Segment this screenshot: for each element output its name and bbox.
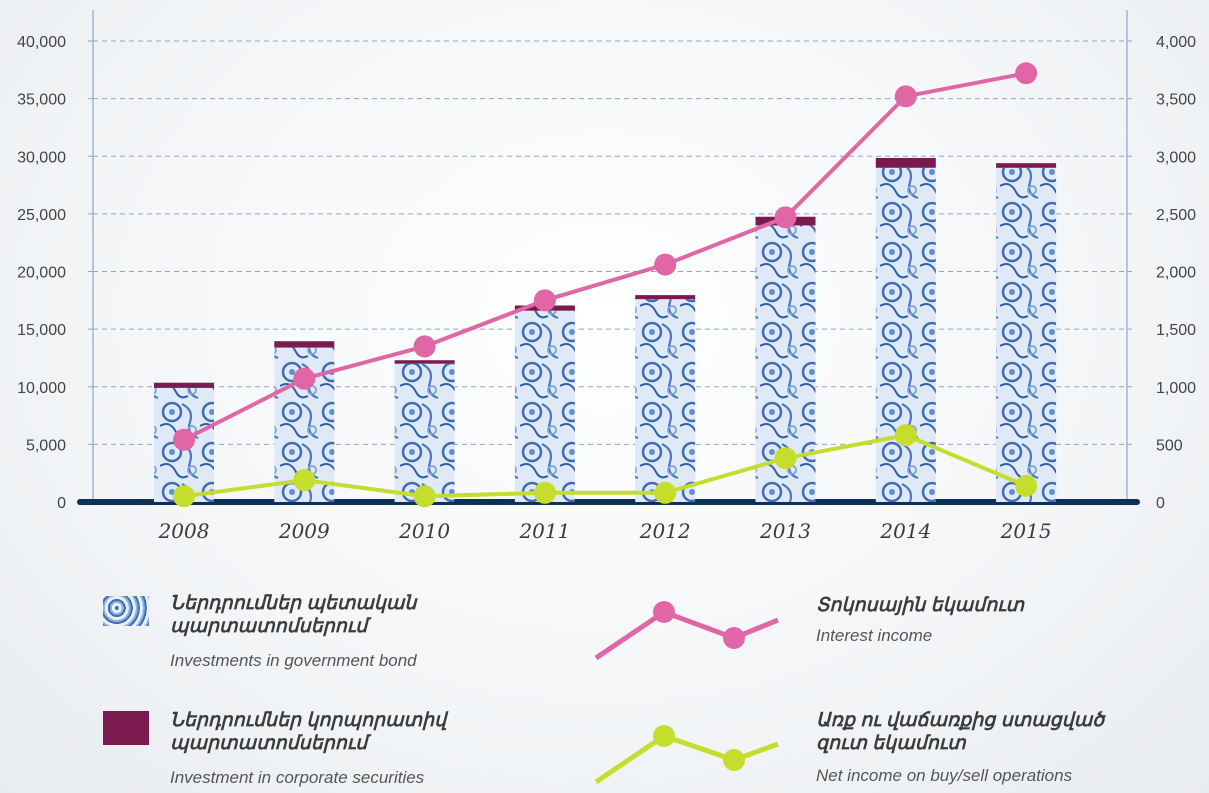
legend-swatch-corporate-securities — [103, 711, 149, 745]
left-axis-tick-label: 25,000 — [17, 207, 66, 224]
x-axis-year-label: 2008 — [158, 519, 210, 543]
left-axis-tick-label: 20,000 — [17, 265, 66, 282]
right-axis-tick-label: 4,000 — [1156, 34, 1196, 51]
interest-income-point — [173, 428, 195, 451]
left-axis-tick-label: 40,000 — [17, 34, 66, 51]
bar-corporate-securities — [996, 163, 1057, 168]
legend-interest-line — [594, 609, 779, 661]
right-axis-tick-label: 1,000 — [1156, 380, 1196, 397]
bar-corporate-securities — [154, 382, 214, 388]
legend-net-marker — [723, 749, 745, 771]
right-axis-tick-label: 0 — [1156, 495, 1165, 512]
interest-income-point — [654, 253, 677, 276]
grid-lines — [93, 40, 1127, 445]
bar-government-bond — [394, 363, 455, 502]
interest-income-point — [1015, 62, 1038, 85]
legend-title-net-income: Առք ու վաճառքից ստացված զուտ եկամուտ — [816, 710, 1105, 754]
left-axis-tick-label: 10,000 — [17, 380, 66, 397]
legend-title-corporate-securities: Ներդրումներ կորպորատիվ պարտատոմսերում — [170, 710, 447, 754]
left-axis-tick-label: 15,000 — [17, 322, 66, 339]
bar-corporate-securities — [394, 360, 455, 364]
bar-corporate-securities — [274, 341, 335, 348]
bar-government-bond — [635, 299, 696, 502]
net-income-point — [533, 481, 556, 504]
left-axis-tick-label: 35,000 — [17, 92, 66, 109]
interest-income-point — [413, 335, 436, 358]
interest-income-point — [293, 367, 316, 390]
interest-income-point — [774, 206, 797, 229]
legend-interest-marker — [653, 601, 675, 623]
net-income-point — [1015, 474, 1038, 497]
left-axis-tick-label: 5,000 — [26, 437, 66, 454]
left-axis-tick-label: 0 — [57, 495, 66, 512]
x-axis-year-label: 2009 — [278, 519, 330, 543]
right-axis-tick-label: 2,500 — [1156, 207, 1196, 224]
bar-corporate-securities — [635, 295, 696, 300]
x-axis-year-label: 2014 — [879, 519, 931, 543]
left-axis-tick-label: 30,000 — [17, 149, 66, 166]
interest-income-line — [183, 71, 1027, 442]
right-axis-tick-label: 3,500 — [1156, 92, 1196, 109]
legend-net-marker — [653, 725, 675, 747]
net-income-point — [894, 424, 917, 447]
legend-line-net-income — [594, 725, 779, 785]
legend-line-interest-income — [594, 601, 779, 661]
legend-subtitle-corporate-securities: Investment in corporate securities — [170, 768, 425, 787]
net-income-line — [183, 433, 1027, 499]
axes — [77, 10, 1140, 505]
right-axis-tick-label: 2,000 — [1156, 265, 1196, 282]
x-axis-year-label: 2010 — [398, 519, 450, 543]
right-axis-tick-label: 3,000 — [1156, 149, 1196, 166]
net-income-point — [654, 481, 677, 504]
legend-swatch-government-bond — [103, 596, 149, 626]
net-income-point — [774, 447, 797, 470]
legend-interest-marker — [723, 627, 745, 649]
right-axis-tick-label: 500 — [1156, 437, 1183, 454]
interest-income-point — [894, 85, 917, 108]
bar-government-bond — [875, 167, 936, 502]
bar-corporate-securities — [875, 157, 936, 168]
net-income-point — [293, 469, 316, 492]
legend-subtitle-government-bond: Investments in government bond — [170, 651, 417, 670]
right-axis-tick-label: 1,500 — [1156, 322, 1196, 339]
interest-income-point — [533, 289, 556, 312]
legend-net-line — [594, 733, 779, 785]
x-axis-year-label: 2013 — [759, 519, 811, 543]
legend-subtitle-net-income: Net income on buy/sell operations — [816, 766, 1073, 785]
net-income-point — [173, 485, 195, 508]
legend-title-government-bond: Ներդրումներ պետական պարտատոմսերում — [170, 593, 417, 637]
net-income-point — [413, 485, 436, 508]
legend-title-interest-income: Տոկոսային եկամուտ — [816, 595, 1025, 616]
lines — [173, 62, 1038, 508]
axis-labels: 0 5,000 10,000 15,000 20,000 25,000 30,000 35,0… — [17, 34, 1196, 543]
bar-government-bond — [996, 167, 1057, 502]
bars — [154, 157, 1057, 502]
x-axis-year-label: 2012 — [639, 519, 691, 543]
bar-government-bond — [514, 310, 575, 502]
x-axis-year-label: 2011 — [518, 519, 570, 543]
x-axis-year-label: 2015 — [1000, 519, 1052, 543]
legend-subtitle-interest-income: Interest income — [816, 626, 933, 645]
combo-chart: 0 5,000 10,000 15,000 20,000 25,000 30,000 35,0… — [17, 10, 1196, 543]
